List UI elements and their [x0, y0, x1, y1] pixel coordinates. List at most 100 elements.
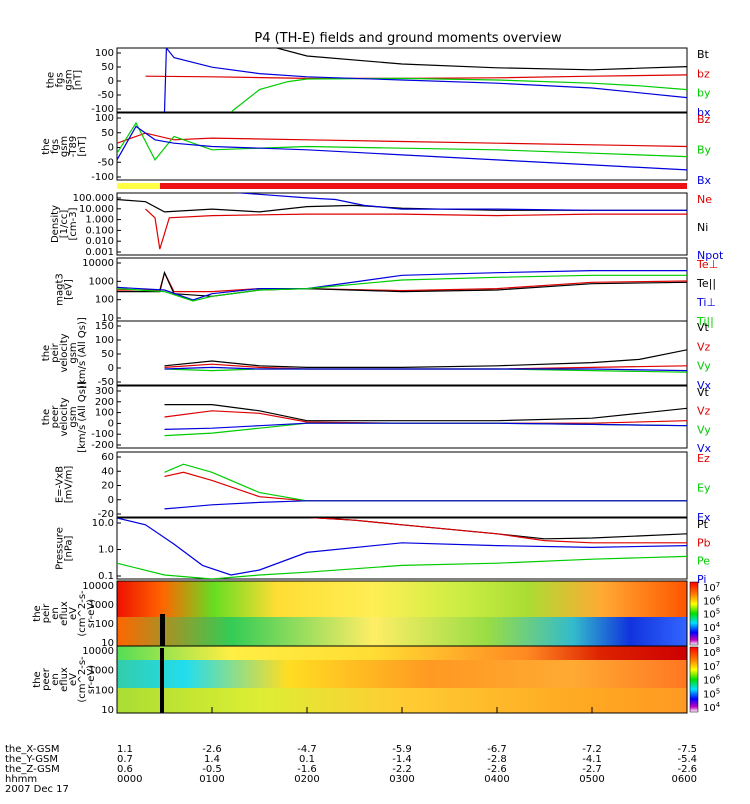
time-row-value: -5.9 [392, 744, 412, 755]
time-row-label: the_X-GSM [5, 744, 59, 755]
ytick-label: 10.0 [92, 518, 114, 529]
ylabel-line: fgs [55, 72, 66, 87]
time-row-value: 0.1 [299, 754, 315, 765]
time-row-value: -7.2 [582, 744, 602, 755]
time-row-value: 1.4 [204, 754, 220, 765]
ylabel-line: eV [68, 673, 79, 686]
series-line-Npot [233, 193, 687, 211]
ytick-label: 100 [95, 113, 114, 124]
ylabel-line: velocity [59, 333, 70, 372]
legend-entry: Vx [697, 442, 712, 455]
ytick-label: -50 [98, 90, 114, 101]
time-row-value: -2.2 [392, 764, 412, 775]
electron-spectrogram-gap [160, 648, 164, 713]
ylabel-line: peir [50, 342, 61, 362]
time-row-label: the_Z-GSM [5, 764, 60, 775]
quality-flag-yellow [117, 183, 160, 189]
time-row-value: 0600 [672, 774, 697, 785]
series-line-Pe [117, 555, 687, 579]
legend-entry: Vy [697, 423, 711, 436]
time-row-value: 0400 [484, 774, 509, 785]
colorbar-tick: 107 [703, 581, 720, 594]
legend-entry: Ne [697, 193, 712, 206]
series-line-Ex [164, 500, 687, 510]
legend-entry: Bz [697, 113, 711, 126]
colorbar-tick: 107 [703, 660, 720, 673]
ytick-label: 50 [101, 349, 114, 360]
colorbar-tick-exp: 7 [716, 660, 720, 668]
series-line-Ez [164, 471, 687, 502]
legend-entry: By [697, 144, 712, 157]
series-line-Vx [164, 366, 687, 372]
panel-frame [116, 320, 688, 386]
ion-spectrogram-lower [117, 617, 687, 646]
legend-entry: Ti|| [696, 315, 714, 328]
ylabel: thepeervelocitygsm[km/s (All Qs)] [41, 381, 88, 453]
ytick-label: -50 [98, 157, 114, 168]
legend-entry: Npot [697, 249, 724, 262]
legend-entry: Te⊥ [696, 258, 718, 271]
ytick-label: 50 [101, 62, 114, 73]
ylabel-line: [cm-3] [68, 207, 79, 240]
panel-frame [116, 451, 688, 518]
ylabel-line: [1/cc] [59, 210, 70, 239]
panel-frame [116, 257, 688, 322]
ylabel-line: [nPa] [64, 535, 75, 561]
ytick-label: 100 [95, 335, 114, 346]
date-label: 2007 Dec 17 [5, 784, 69, 795]
colorbar-tick: 108 [703, 646, 720, 659]
colorbar-tick: 106 [703, 674, 721, 687]
legend-entry: Te|| [696, 277, 716, 290]
series-line-Bx [117, 125, 687, 171]
ylabel-line: the [41, 409, 52, 425]
ion-spectrogram-gap [160, 614, 165, 646]
legend-entry: by [697, 87, 711, 100]
ytick-label: 10000 [82, 581, 114, 592]
series-line-Ey [164, 463, 687, 502]
ylabel-line: velocity [59, 397, 70, 436]
ylabel-line: the [41, 345, 52, 361]
ylabel-line: [km/s (All Qs)] [77, 317, 88, 389]
ylabel: thepeerenefluxeV(cm^2-s-sr-eV) [32, 656, 97, 703]
colorbar-tick-base: 10 [703, 648, 716, 659]
ytick-label: 0.001 [85, 247, 114, 258]
series-line-Pi [117, 518, 687, 576]
time-row-value: -2.8 [487, 754, 507, 765]
time-row-value: -4.1 [582, 754, 602, 765]
colorbar-tick-base: 10 [703, 676, 716, 687]
ytick-label: 0 [108, 363, 114, 374]
ytick-label: 0 [108, 495, 114, 506]
series-line-Vt [164, 404, 687, 422]
colorbar-tick-exp: 7 [716, 581, 720, 589]
ytick-label: 10000 [82, 258, 114, 269]
ylabel-line: magt3 [55, 273, 66, 306]
series-line-Ni [117, 198, 687, 213]
time-row-value: -4.7 [297, 744, 317, 755]
time-row-value: 0200 [294, 774, 319, 785]
ytick-label: 1000 [89, 276, 114, 287]
panel-frame [116, 192, 688, 256]
colorbar-tick: 104 [703, 621, 721, 634]
ytick-label: 10.000 [79, 204, 114, 215]
ylabel-line: [nT] [73, 70, 84, 90]
time-row-value: -2.6 [487, 764, 507, 775]
ylabel-line: sr-eV) [86, 665, 97, 694]
time-row-value: 0.7 [117, 754, 133, 765]
colorbar-tick: 106 [703, 594, 721, 607]
electron-spectrogram-top [117, 646, 687, 660]
legend-entry: Pi [697, 573, 706, 586]
colorbar-tick-base: 10 [703, 596, 716, 607]
series-line-Ne [145, 208, 687, 250]
ylabel-line: (cm^2-s- [77, 590, 88, 637]
ylabel-line: [km/s (All Qs)] [77, 381, 88, 453]
quality-flag-red [160, 183, 687, 189]
legend-entry: Pt [697, 518, 709, 531]
ylabel-line: gsm [64, 69, 75, 90]
ylabel-line: sr-eV) [86, 599, 97, 628]
ytick-label: 40 [101, 466, 114, 477]
time-row-value: -2.6 [677, 764, 697, 775]
ion-spectrogram-upper [117, 581, 687, 617]
time-row-value: -7.5 [677, 744, 697, 755]
ylabel-line: eflux [59, 601, 70, 626]
